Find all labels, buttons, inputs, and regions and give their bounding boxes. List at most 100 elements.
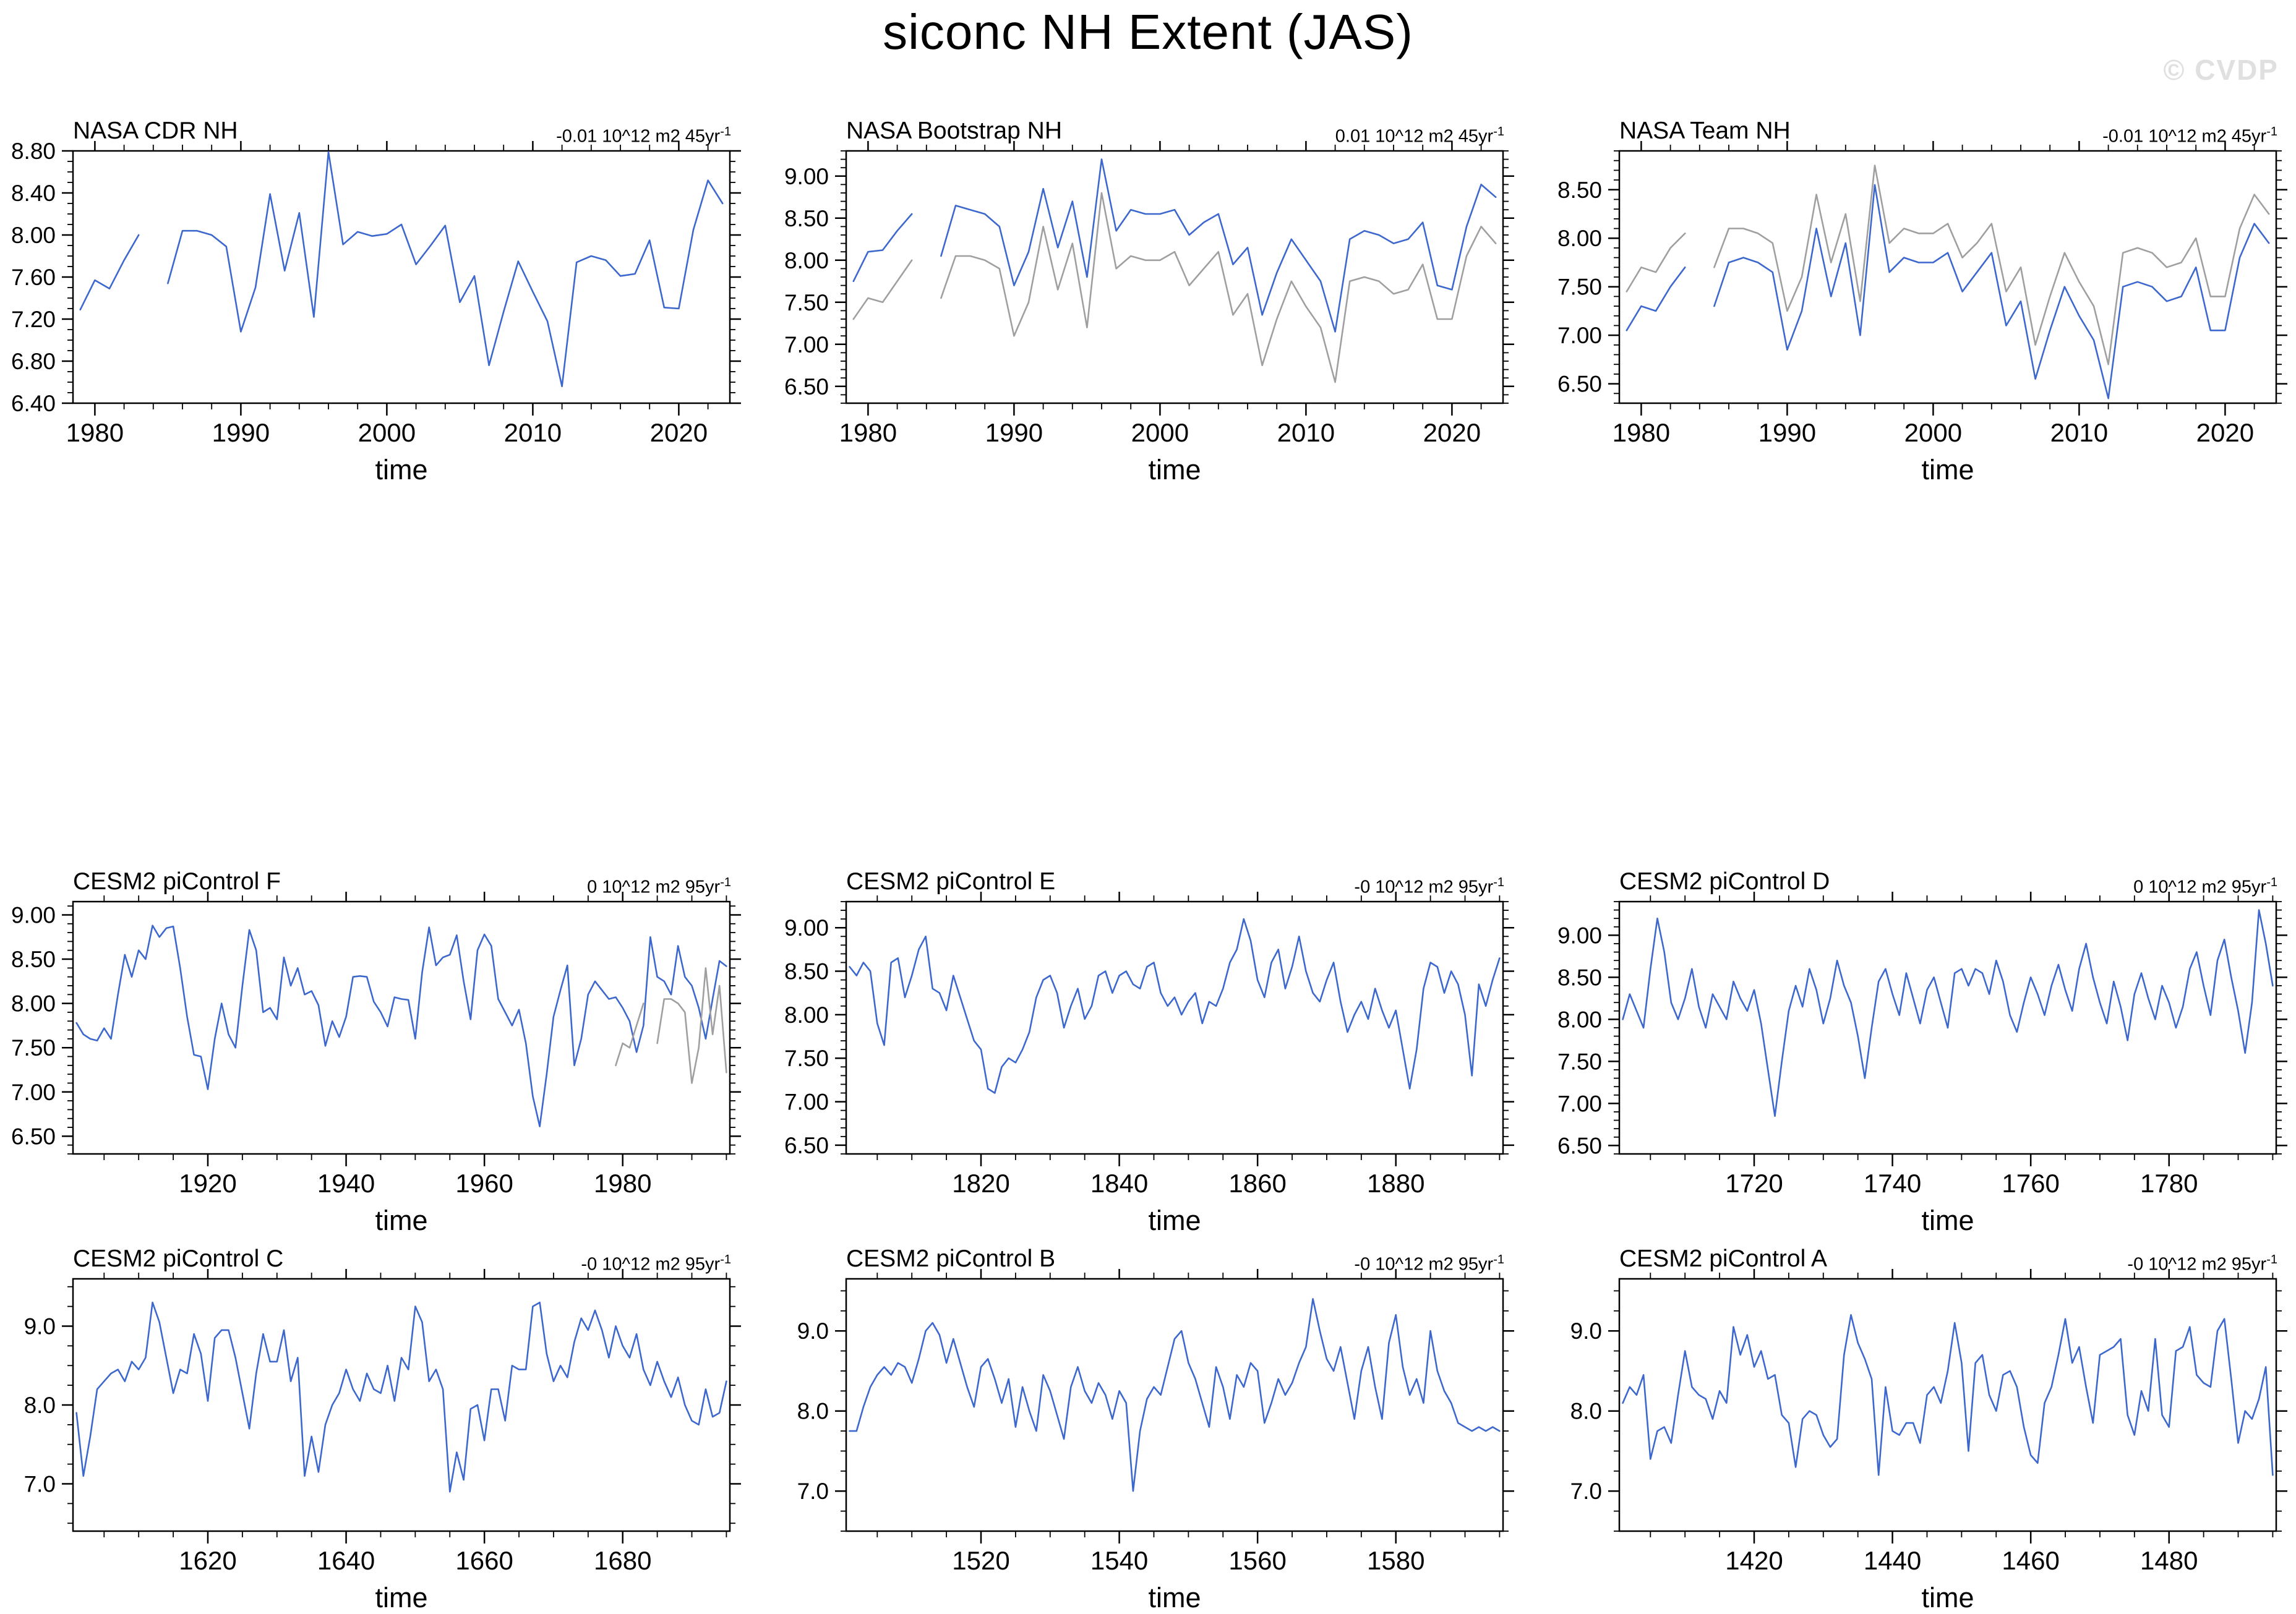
trend-exponent: -1 bbox=[720, 876, 731, 889]
trend-text: -0.01 10^12 m2 45yr bbox=[2102, 126, 2267, 147]
x-tick-label: 1980 bbox=[839, 418, 897, 445]
panel-cesm2-picontrol-d: CESM2 piControl D 0 10^12 m2 95yr-1 1720… bbox=[1546, 855, 2296, 1236]
y-tick-label: 7.0 bbox=[24, 1472, 56, 1497]
panel-cesm2-picontrol-e: CESM2 piControl E -0 10^12 m2 95yr-1 182… bbox=[773, 855, 1523, 1236]
x-tick-label: 1620 bbox=[179, 1546, 236, 1573]
plot-frame bbox=[72, 1278, 731, 1532]
trend-exponent: -1 bbox=[2266, 125, 2277, 139]
x-tick-label: 1780 bbox=[2140, 1169, 2198, 1196]
line-chart: 1620 1640 1660 1680 7.0 8.0 9.0 bbox=[24, 1269, 741, 1573]
x-tick-label: 1990 bbox=[985, 418, 1043, 445]
plot-frame bbox=[845, 1278, 1504, 1532]
x-tick-label: 2010 bbox=[2050, 418, 2108, 445]
plot-frame bbox=[1618, 1278, 2277, 1532]
y-tick-label: 7.20 bbox=[11, 307, 56, 332]
y-tick-label: 7.50 bbox=[11, 1035, 56, 1061]
series-line-1 bbox=[615, 967, 727, 1084]
x-axis-title: time bbox=[1921, 454, 1974, 485]
x-tick-label: 1740 bbox=[1864, 1169, 1921, 1196]
trend-label: -0 10^12 m2 95yr-1 bbox=[2127, 1253, 2277, 1275]
trend-text: -0 10^12 m2 95yr bbox=[1354, 1254, 1494, 1275]
x-tick-label: 2020 bbox=[650, 418, 708, 445]
x-tick-label: 1640 bbox=[317, 1546, 375, 1573]
y-tick-label: 8.00 bbox=[11, 223, 56, 248]
trend-text: -0.01 10^12 m2 45yr bbox=[556, 126, 721, 147]
trend-label: 0 10^12 m2 95yr-1 bbox=[2133, 876, 2277, 898]
x-tick-label: 1920 bbox=[179, 1169, 236, 1196]
panel-cesm2-picontrol-c: CESM2 piControl C -0 10^12 m2 95yr-1 162… bbox=[0, 1232, 750, 1613]
y-tick-label: 7.00 bbox=[1557, 323, 1602, 348]
panel-title: CESM2 piControl B bbox=[846, 1245, 1056, 1272]
panel-nasa-cdr-nh: NASA CDR NH -0.01 10^12 m2 45yr-1 1980 19… bbox=[0, 104, 750, 485]
x-tick-label: 1540 bbox=[1090, 1546, 1148, 1573]
y-tick-label: 8.00 bbox=[11, 991, 56, 1017]
x-tick-label: 2010 bbox=[504, 418, 562, 445]
plot-frame bbox=[72, 150, 731, 404]
x-axis-title: time bbox=[375, 1582, 428, 1613]
plot-frame bbox=[1618, 150, 2277, 404]
panel-title: CESM2 piControl E bbox=[846, 868, 1056, 895]
trend-exponent: -1 bbox=[720, 125, 731, 139]
cvdp-watermark: © CVDP bbox=[2163, 54, 2279, 86]
x-tick-label: 2020 bbox=[2196, 418, 2254, 445]
series-line-0 bbox=[849, 918, 1501, 1094]
series-line-0 bbox=[852, 192, 1497, 383]
x-tick-label: 1440 bbox=[1864, 1546, 1921, 1573]
y-tick-label: 8.50 bbox=[1557, 965, 1602, 990]
x-tick-label: 1520 bbox=[952, 1546, 1009, 1573]
y-tick-label: 8.0 bbox=[1570, 1399, 1602, 1424]
line-chart: 1520 1540 1560 1580 7.0 8.0 9.0 bbox=[797, 1269, 1514, 1573]
y-tick-label: 6.50 bbox=[1557, 1133, 1602, 1158]
series-line-1 bbox=[852, 158, 1497, 333]
series-line-1 bbox=[1626, 184, 2270, 399]
trend-exponent: -1 bbox=[720, 1253, 731, 1266]
x-tick-label: 1990 bbox=[1758, 418, 1816, 445]
y-tick-label: 9.0 bbox=[1570, 1318, 1602, 1344]
x-tick-label: 1980 bbox=[66, 418, 124, 445]
x-tick-label: 1760 bbox=[2002, 1169, 2059, 1196]
line-chart: 1980 1990 2000 2010 2020 6.50 7.00 7.50 8.00 8.50… bbox=[784, 141, 1514, 445]
panel-cesm2-picontrol-a: CESM2 piControl A -0 10^12 m2 95yr-1 142… bbox=[1546, 1232, 2296, 1613]
y-tick-label: 6.50 bbox=[784, 1133, 829, 1158]
line-chart: 1980 1990 2000 2010 2020 6.50 7.00 7.50 8.00 8.50 bbox=[1557, 141, 2287, 445]
x-tick-label: 1560 bbox=[1228, 1546, 1286, 1573]
y-tick-label: 9.0 bbox=[797, 1318, 829, 1344]
series-line-0 bbox=[1622, 909, 2274, 1117]
x-tick-label: 1980 bbox=[1613, 418, 1670, 445]
trend-label: 0 10^12 m2 95yr-1 bbox=[587, 876, 731, 898]
panel-title: NASA CDR NH bbox=[73, 117, 238, 144]
panel-cesm2-picontrol-f: CESM2 piControl F 0 10^12 m2 95yr-1 1920… bbox=[0, 855, 750, 1236]
x-tick-label: 1880 bbox=[1367, 1169, 1424, 1196]
x-axis-title: time bbox=[1148, 1582, 1201, 1613]
y-tick-label: 8.50 bbox=[784, 206, 829, 231]
plot-frame bbox=[845, 150, 1504, 404]
line-chart: 1820 1840 1860 1880 6.50 7.00 7.50 8.00 8.50 9.00 bbox=[784, 892, 1514, 1196]
x-tick-label: 1720 bbox=[1725, 1169, 1783, 1196]
panel-cesm2-picontrol-b: CESM2 piControl B -0 10^12 m2 95yr-1 152… bbox=[773, 1232, 1523, 1613]
series-line-0 bbox=[75, 1301, 727, 1493]
y-tick-label: 8.40 bbox=[11, 181, 56, 206]
series-line-0 bbox=[79, 151, 724, 388]
x-tick-label: 1420 bbox=[1725, 1546, 1783, 1573]
y-tick-label: 7.00 bbox=[784, 1090, 829, 1115]
y-tick-label: 7.0 bbox=[1570, 1479, 1602, 1504]
y-tick-label: 7.00 bbox=[1557, 1091, 1602, 1116]
y-tick-label: 7.0 bbox=[797, 1479, 829, 1504]
x-tick-label: 1820 bbox=[952, 1169, 1009, 1196]
panel-title: NASA Team NH bbox=[1619, 117, 1791, 144]
y-tick-label: 7.60 bbox=[11, 265, 56, 290]
trend-exponent: -1 bbox=[1493, 1253, 1504, 1266]
trend-label: -0 10^12 m2 95yr-1 bbox=[581, 1253, 731, 1275]
series-line-0 bbox=[849, 1298, 1501, 1492]
x-tick-label: 1480 bbox=[2140, 1546, 2198, 1573]
y-tick-label: 9.00 bbox=[11, 902, 56, 928]
y-tick-label: 7.50 bbox=[784, 290, 829, 315]
series-line-0 bbox=[75, 924, 727, 1127]
y-tick-label: 9.0 bbox=[24, 1314, 56, 1339]
y-tick-label: 8.00 bbox=[1557, 1007, 1602, 1032]
y-tick-label: 7.50 bbox=[1557, 275, 1602, 300]
x-tick-label: 2000 bbox=[1131, 418, 1189, 445]
y-tick-label: 8.50 bbox=[11, 947, 56, 972]
x-tick-label: 1660 bbox=[455, 1546, 513, 1573]
x-tick-label: 1860 bbox=[1228, 1169, 1286, 1196]
